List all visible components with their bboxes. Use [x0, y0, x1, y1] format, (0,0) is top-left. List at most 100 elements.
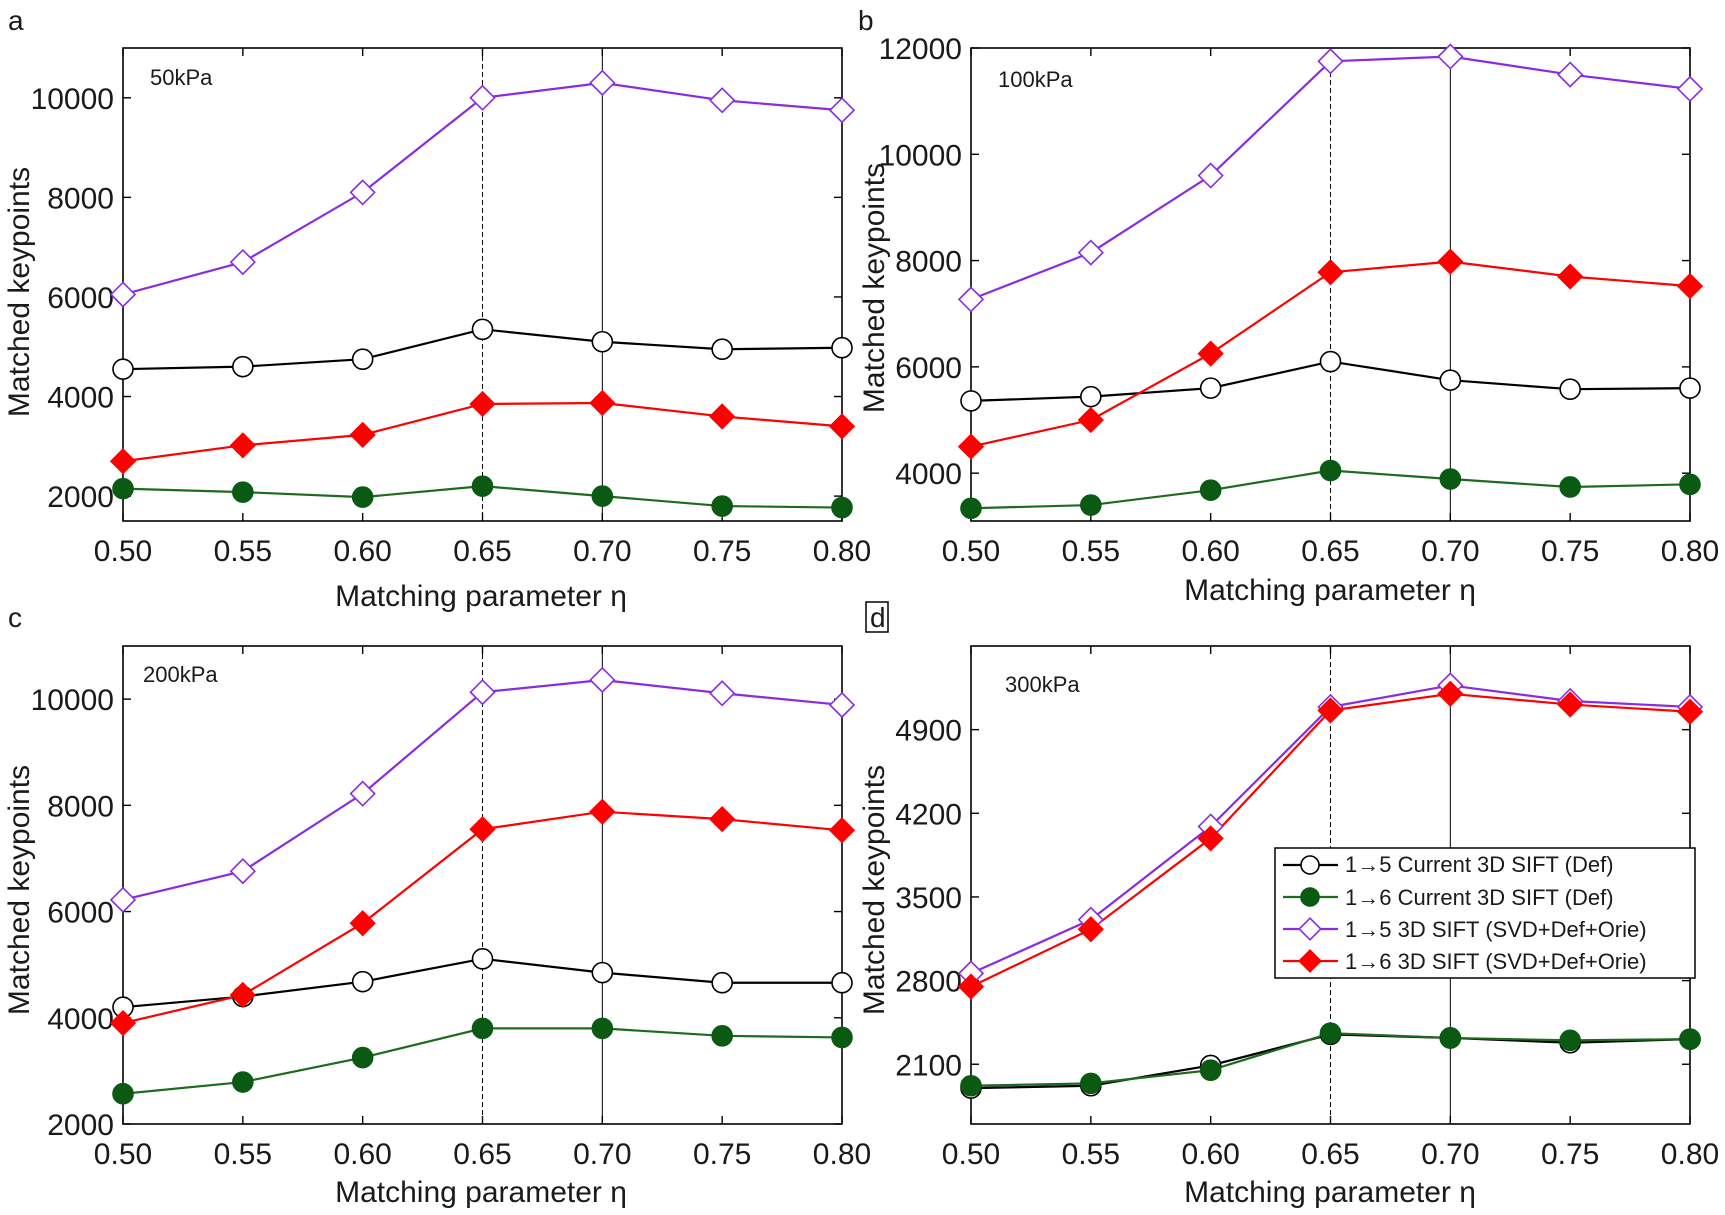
panel-a-pressure-label: 50kPa	[150, 65, 213, 90]
panel-d-letter: d	[870, 602, 886, 633]
legend-box	[1274, 847, 1696, 979]
panel-a-data-point-new16	[109, 448, 137, 475]
panel-c-data-point-new15	[828, 691, 856, 719]
panel-a-data-point-new16	[349, 421, 376, 448]
panel-b-data-point-cur16	[1439, 468, 1462, 490]
panel-b-data-point-new16	[1557, 263, 1584, 290]
panel-a-x-tick-label: 0.80	[813, 535, 871, 568]
panel-c-data-point-cur16	[831, 1026, 853, 1049]
panel-b-data-point-cur15	[1439, 369, 1462, 391]
panel-a-data-point-new15	[709, 87, 736, 114]
panel-d-x-tick-label: 0.80	[1661, 1138, 1719, 1171]
panel-d-data-point-new16	[1557, 691, 1584, 718]
panel-d-data-point-cur16	[1439, 1027, 1462, 1049]
panel-b-data-point-new16	[1077, 406, 1104, 434]
panel-a-data-point-cur15	[711, 338, 733, 361]
panel-a-y-tick-label: 8000	[47, 182, 114, 215]
panel-c-x-tick-label: 0.65	[453, 1138, 511, 1171]
panel-c-data-point-cur15	[831, 971, 853, 994]
panel-a-x-axis-title: Matching parameter η	[335, 580, 627, 613]
panel-b-data-point-new15	[1317, 48, 1344, 75]
panel-a-data-point-cur15	[471, 318, 494, 341]
panel-d-y-tick-label: 2100	[895, 1049, 962, 1082]
panel-c-x-tick-label: 0.60	[333, 1138, 391, 1171]
panel-a-plot-area: 0.50 0.55 0.60 0.65 0.70 0.75 0.80 2000 4000 6000…	[31, 47, 871, 568]
legend-entry-cur15: 1→5 Current 3D SIFT (Def)	[1283, 852, 1614, 877]
panel-b-data-point-cur15	[1319, 350, 1342, 373]
panel-d-data-point-cur16	[1080, 1072, 1102, 1095]
panel-a-data-point-new15	[828, 97, 856, 124]
panel-c-y-tick-label: 10000	[31, 684, 114, 717]
panel-a-y-tick-label: 4000	[47, 382, 114, 415]
panel-c-data-point-cur15	[591, 961, 614, 984]
panel-c-data-point-cur16	[112, 1082, 134, 1105]
legend-marker-cur15	[1300, 855, 1320, 875]
panel-d-data-point-new16	[1676, 698, 1704, 725]
panel-c-data-point-new15	[349, 780, 376, 807]
panel-b-y-axis-title: Matched keypoints	[858, 163, 891, 413]
panel-d-data-point-new16	[1197, 825, 1224, 852]
panel-a-data-point-new15	[109, 281, 137, 308]
panel-c-data-point-new16	[349, 910, 376, 937]
panel-b-y-tick-label: 8000	[895, 246, 962, 279]
panel-b-y-tick-label: 12000	[879, 33, 962, 66]
legend-entry-new16: 1→6 3D SIFT (SVD+Def+Orie)	[1283, 949, 1647, 974]
panel-c-letter: c	[8, 602, 22, 633]
panel-a-y-tick-label: 2000	[47, 481, 114, 514]
panel-c-data-point-cur15	[351, 970, 374, 993]
legend-marker-new16	[1298, 949, 1322, 973]
panel-c-data-point-new16	[469, 816, 496, 843]
panel-a-data-point-new16	[229, 432, 256, 459]
panel-c-data-point-new15	[469, 679, 496, 706]
panel-b-data-point-cur16	[1319, 459, 1342, 482]
panel-b-data-point-new15	[1557, 61, 1584, 88]
panel-b-letter: b	[858, 5, 874, 36]
panel-c-data-point-cur16	[711, 1025, 733, 1047]
panel-a-data-point-cur16	[711, 495, 733, 517]
panel-a-data-point-cur16	[471, 475, 494, 497]
panel-b-x-axis-title: Matching parameter η	[1184, 574, 1476, 607]
panel-b-plot-area: 0.50 0.55 0.60 0.65 0.70 0.75 0.80 4000 6000 8000…	[879, 33, 1720, 568]
panel-b-data-point-new16	[1317, 259, 1344, 286]
panel-a-data-point-new16	[709, 403, 736, 430]
panel-b-y-tick-label: 4000	[895, 458, 962, 491]
panel-b-x-tick-label: 0.60	[1181, 535, 1239, 568]
legend-marker-new15	[1298, 917, 1322, 941]
panel-a-letter: a	[8, 5, 24, 36]
panel-b-data-point-cur15	[1080, 385, 1102, 408]
panel-c-data-point-cur16	[351, 1046, 374, 1069]
panel-a-data-point-new15	[349, 179, 376, 206]
panel-b-x-tick-label: 0.55	[1062, 535, 1120, 568]
legend-entry-cur16: 1→6 Current 3D SIFT (Def)	[1283, 885, 1614, 910]
panel-b-data-point-new15	[1437, 43, 1464, 70]
panel-c-x-tick-label: 0.50	[94, 1138, 152, 1171]
panel-b-data-point-cur16	[1080, 494, 1102, 516]
legend-marker-cur16	[1300, 887, 1320, 907]
panel-c-data-point-new16	[828, 817, 856, 844]
panel-d-x-tick-label: 0.70	[1421, 1138, 1479, 1171]
panel-a-data-point-cur15	[112, 358, 134, 380]
panel-c-x-axis-title: Matching parameter η	[335, 1176, 627, 1209]
panel-b-data-point-cur15	[960, 390, 982, 412]
panel-a-data-point-cur15	[351, 348, 374, 370]
panel-c-data-point-new15	[229, 858, 256, 885]
panel-a-data-point-new16	[828, 413, 856, 440]
panel-a-x-tick-label: 0.55	[214, 535, 272, 568]
panel-a-data-point-cur16	[112, 477, 134, 500]
panel-b-data-point-new16	[1676, 272, 1704, 300]
panel-b-data-point-new16	[957, 433, 985, 460]
panel-c-y-tick-label: 8000	[47, 790, 114, 823]
panel-c: 0.50 0.55 0.60 0.65 0.70 0.75 0.80 2000 4000 6000…	[3, 602, 871, 1209]
panel-c-data-point-new15	[709, 680, 736, 707]
panel-d: 0.50 0.55 0.60 0.65 0.70 0.75 0.80 2100 2800 3500…	[858, 601, 1719, 1209]
panel-c-x-tick-label: 0.80	[813, 1138, 871, 1171]
panel-c-data-point-new16	[109, 1009, 137, 1037]
panel-b-data-point-new15	[1197, 162, 1224, 189]
panel-a-data-point-new15	[589, 69, 616, 96]
panel-d-plot-area: 0.50 0.55 0.60 0.65 0.70 0.75 0.80 2100 2800 3500…	[895, 645, 1719, 1171]
panel-c-x-tick-label: 0.75	[693, 1138, 751, 1171]
panel-d-x-tick-label: 0.55	[1062, 1138, 1120, 1171]
panel-b-data-point-cur16	[1679, 473, 1701, 496]
legend-label-new15: 1→5 3D SIFT (SVD+Def+Orie)	[1345, 917, 1647, 942]
